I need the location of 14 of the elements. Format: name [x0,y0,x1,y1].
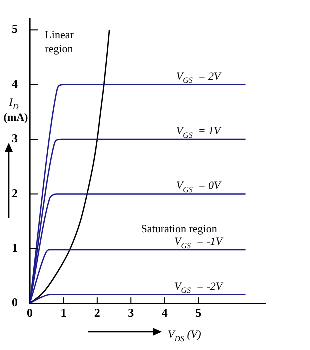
x-tick-label: 3 [128,306,134,320]
x-tick-label: 4 [162,306,168,320]
y-tick-label: 2 [12,186,18,200]
y-tick-label: 3 [12,132,18,146]
annotation: Saturation region [141,224,218,236]
y-tick-label: 0 [12,296,18,310]
annotation: Linear region [45,29,74,56]
x-tick-label: 2 [94,306,100,320]
y-tick-label: 1 [12,241,18,255]
x-tick-label: 0 [27,306,33,320]
x-tick-label: 1 [60,306,67,320]
x-tick-label: 5 [196,306,202,320]
y-tick-label: 4 [12,76,18,91]
y-tick-label: 5 [12,22,18,36]
